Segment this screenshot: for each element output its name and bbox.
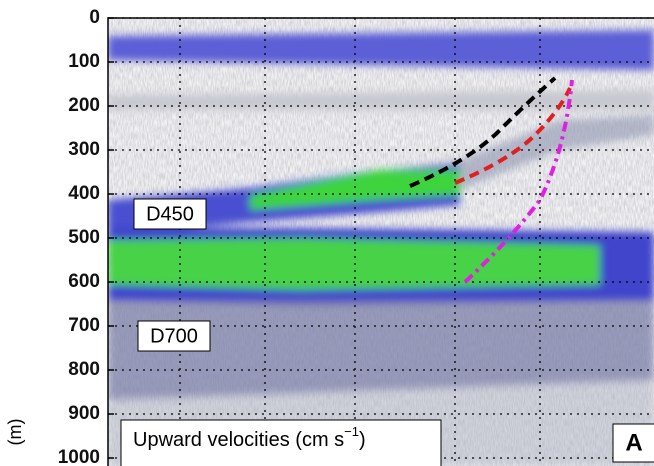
legend-box xyxy=(120,419,442,466)
legend-title-sup: −1 xyxy=(344,424,359,439)
panel-label-box xyxy=(612,423,654,463)
y-tick-label: 900 xyxy=(68,403,100,424)
vertical-grid xyxy=(179,18,541,466)
annotation-box xyxy=(133,198,207,230)
y-tick-label: 100 xyxy=(68,51,100,72)
panel-label: A xyxy=(625,429,642,456)
plot-frame xyxy=(107,17,654,466)
legend-title-text: Upward velocities (cm s xyxy=(133,429,344,451)
y-tick-label: 400 xyxy=(68,183,100,204)
y-tick-label: 1000 xyxy=(58,447,100,466)
y-tick-label: 700 xyxy=(68,315,100,336)
y-axis-label: (m) xyxy=(5,419,25,446)
y-tick-label: 200 xyxy=(68,95,100,116)
y-tick-label: 500 xyxy=(68,227,100,248)
echogram-image xyxy=(108,18,654,466)
legend-title: Upward velocities (cm s−1) xyxy=(133,424,366,451)
legend-title-close: ) xyxy=(359,429,366,451)
trajectory-red xyxy=(454,87,572,185)
trajectory-black xyxy=(409,76,557,188)
annotation-box xyxy=(137,320,211,352)
y-tick-label: 0 xyxy=(89,7,100,28)
annotation: D450 xyxy=(146,203,194,225)
y-tick-label: 800 xyxy=(68,359,100,380)
annotation: D700 xyxy=(150,325,198,347)
y-tick-label: 600 xyxy=(68,271,100,292)
y-tick-label: 300 xyxy=(68,139,100,160)
